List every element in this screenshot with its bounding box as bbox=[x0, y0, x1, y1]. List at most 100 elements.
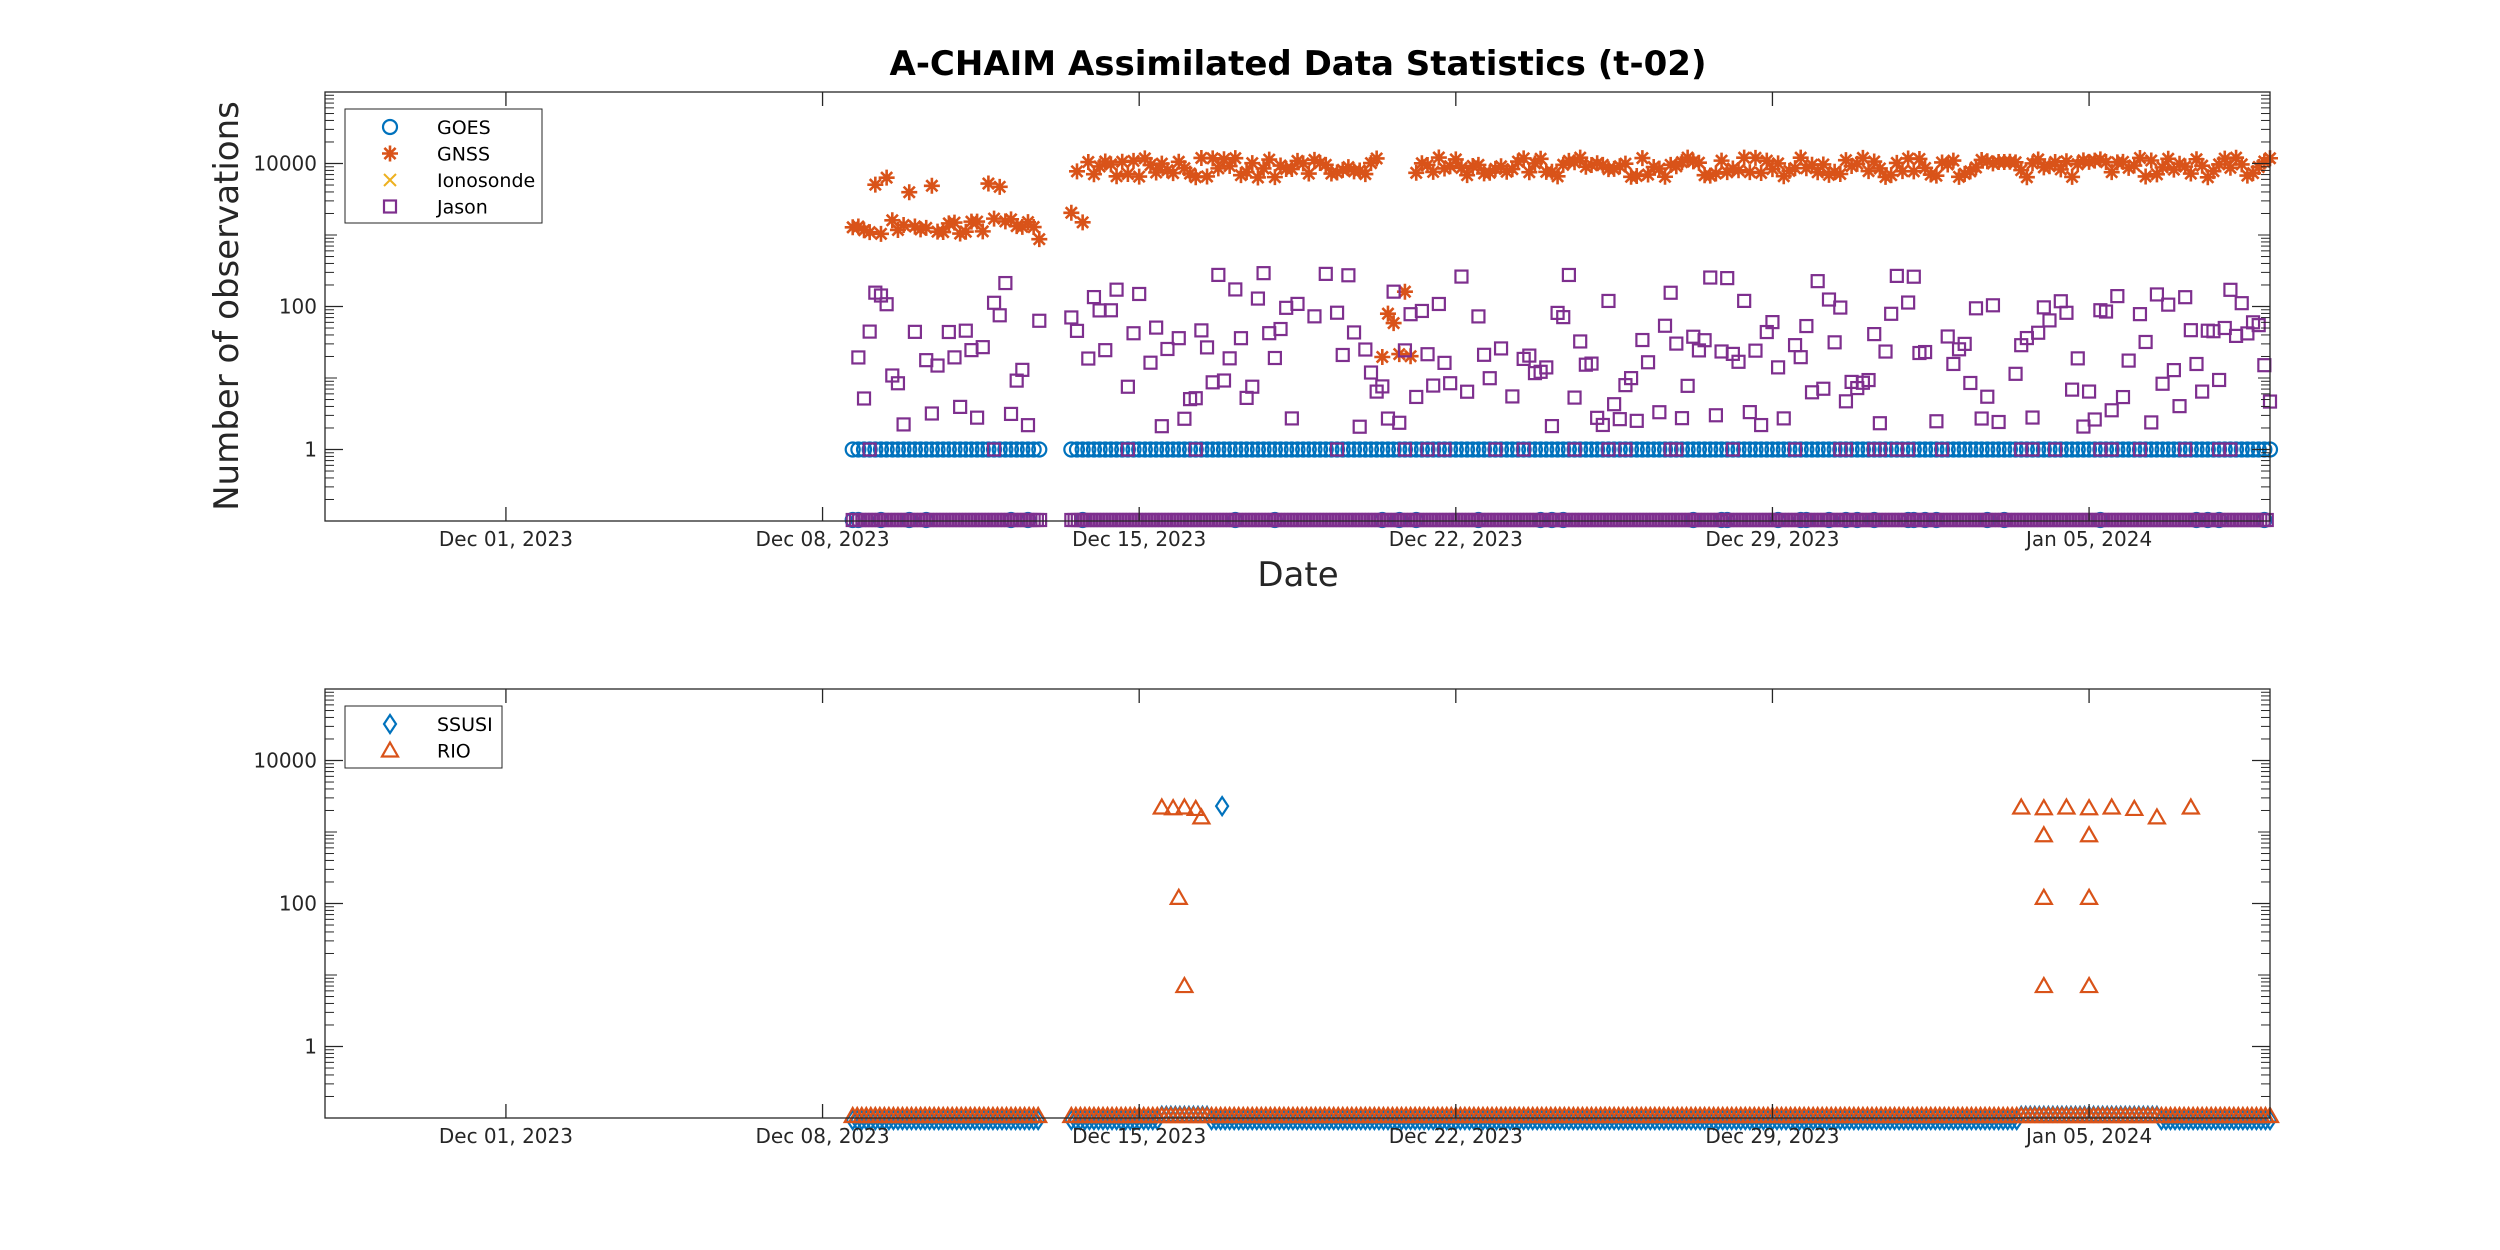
gnss-point bbox=[980, 175, 997, 192]
goes-point bbox=[1379, 441, 1397, 458]
jason-point bbox=[1386, 284, 1401, 299]
jason-point bbox=[1787, 442, 1803, 457]
rio-point bbox=[2033, 798, 2054, 816]
jason-point bbox=[2121, 353, 2136, 368]
jason-point bbox=[2132, 307, 2148, 322]
jason-point bbox=[1816, 381, 1831, 396]
jason-point bbox=[1985, 298, 2001, 313]
jason-point bbox=[1109, 282, 1124, 297]
jason-point bbox=[941, 324, 956, 340]
jason-point bbox=[1556, 310, 1571, 325]
legend-box bbox=[344, 108, 543, 224]
gnss-point bbox=[2007, 154, 2024, 171]
legend-label-ssusi: SSUSI bbox=[437, 714, 493, 736]
gnss-point bbox=[1261, 151, 1278, 168]
goes-point bbox=[1102, 441, 1120, 458]
goes-point bbox=[2120, 441, 2137, 458]
goes-point bbox=[918, 441, 935, 458]
jason-point bbox=[2048, 442, 2063, 457]
gnss-point bbox=[1165, 165, 1182, 182]
jason-point bbox=[1674, 411, 1690, 426]
goes-point bbox=[1080, 441, 1097, 458]
goes-point bbox=[1459, 441, 1476, 458]
gnss-point bbox=[1843, 158, 1860, 175]
gnss-point bbox=[1148, 164, 1165, 181]
goes-point bbox=[2064, 441, 2081, 458]
jason-point bbox=[1946, 356, 1961, 372]
jason-point bbox=[1081, 351, 1096, 366]
jason-point bbox=[1657, 318, 1673, 333]
x-axis-label: Date bbox=[1257, 555, 1338, 595]
goes-point bbox=[1690, 441, 1708, 458]
goes-point bbox=[957, 441, 974, 458]
gnss-point bbox=[1510, 153, 1527, 170]
jason-point bbox=[1143, 355, 1158, 370]
jason-point bbox=[1544, 418, 1560, 434]
gnss-point bbox=[1283, 161, 1300, 178]
gnss-point bbox=[912, 221, 929, 238]
jason-point bbox=[2217, 320, 2232, 336]
jason-point bbox=[2008, 366, 2023, 381]
gnss-point bbox=[1102, 156, 1119, 173]
rio-point bbox=[2260, 1105, 2280, 1124]
jason-point bbox=[1358, 342, 1373, 357]
gnss-point bbox=[1504, 161, 1521, 178]
gnss-point bbox=[2030, 151, 2047, 168]
gnss-point bbox=[1210, 160, 1227, 177]
gnss-point bbox=[2154, 159, 2171, 176]
jason-point bbox=[1149, 320, 1164, 335]
gnss-point bbox=[1826, 163, 1843, 180]
goes-point bbox=[1634, 441, 1651, 458]
gnss-point bbox=[872, 225, 889, 242]
x-tick-label: Dec 01, 2023 bbox=[439, 527, 573, 551]
jason-point bbox=[2144, 415, 2159, 430]
jason-point bbox=[947, 350, 962, 365]
jason-point bbox=[1635, 332, 1650, 348]
goes-point bbox=[1984, 441, 2002, 458]
goes-point bbox=[906, 441, 924, 458]
gnss-point bbox=[2120, 159, 2137, 176]
goes-point bbox=[935, 441, 952, 458]
gnss-point bbox=[1063, 204, 1080, 221]
jason-point bbox=[1171, 331, 1186, 346]
goes-point bbox=[2143, 441, 2160, 458]
jason-point bbox=[2070, 351, 2085, 366]
gnss-point bbox=[1498, 163, 1515, 180]
rio-point bbox=[2033, 825, 2054, 843]
goes-point bbox=[1707, 441, 1725, 458]
gnss-point bbox=[1640, 166, 1657, 183]
jason-point bbox=[986, 442, 1002, 457]
goes-point bbox=[1317, 441, 1334, 458]
gnss-point bbox=[1204, 150, 1221, 167]
gnss-point bbox=[1928, 167, 1945, 184]
gnss-point bbox=[969, 213, 986, 230]
gnss-point bbox=[1119, 165, 1136, 182]
jason-point bbox=[1884, 306, 1899, 321]
jason-point bbox=[1194, 323, 1209, 338]
goes-point bbox=[1300, 441, 1317, 458]
goes-point bbox=[1312, 441, 1329, 458]
gnss-point bbox=[1877, 168, 1894, 185]
gnss-point bbox=[1917, 159, 1934, 176]
goes-point bbox=[1002, 441, 1020, 458]
rio-point bbox=[2101, 797, 2122, 815]
gnss-point bbox=[1549, 168, 1566, 185]
jason-point bbox=[879, 297, 894, 312]
gnss-point bbox=[2245, 165, 2262, 182]
goes-point bbox=[2035, 441, 2052, 458]
x-tick-label: Dec 22, 2023 bbox=[1389, 1124, 1523, 1148]
gnss-point bbox=[2177, 158, 2194, 175]
gnss-point bbox=[1521, 164, 1538, 181]
jason-point bbox=[1032, 313, 1047, 328]
gnss-point bbox=[1419, 156, 1436, 173]
gnss-point bbox=[1730, 162, 1747, 179]
gnss-point bbox=[1866, 153, 1883, 170]
gnss-point bbox=[1153, 155, 1170, 172]
gnss-point bbox=[1312, 154, 1329, 171]
goes-point bbox=[1204, 441, 1221, 458]
gnss-point bbox=[1470, 156, 1487, 173]
jason-point bbox=[1233, 331, 1249, 346]
rio-point bbox=[1028, 1105, 1049, 1124]
goes-point bbox=[1639, 441, 1657, 458]
goes-point bbox=[1555, 441, 1572, 458]
